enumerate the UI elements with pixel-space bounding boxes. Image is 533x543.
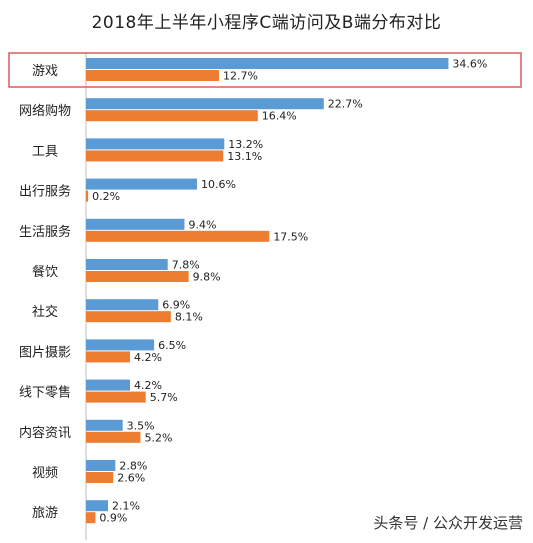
chart-title: 2018年上半年小程序C端访问及B端分布对比 <box>91 13 442 33</box>
data-label: 5.7% <box>150 391 178 404</box>
watermark: 头条号 / 公众开发运营 <box>373 514 523 532</box>
bar-series2 <box>86 351 130 363</box>
data-label: 2.1% <box>112 500 140 513</box>
data-label: 2.8% <box>119 460 147 473</box>
data-label: 34.6% <box>452 58 487 71</box>
bar-series1 <box>86 500 108 512</box>
category-label: 图片摄影 <box>19 345 71 360</box>
bar-series1 <box>86 58 449 69</box>
data-label: 9.4% <box>188 218 216 231</box>
data-label: 7.8% <box>172 259 200 272</box>
data-label: 16.4% <box>262 110 297 123</box>
bar-series1 <box>86 339 155 351</box>
bar-series1 <box>86 218 185 230</box>
data-label: 12.7% <box>223 70 258 83</box>
bar-series1 <box>86 178 198 190</box>
bar-series2 <box>86 431 141 443</box>
data-label: 9.8% <box>193 271 221 284</box>
data-label: 0.9% <box>99 512 127 525</box>
category-label: 线下零售 <box>19 385 71 401</box>
highlight-box <box>8 52 522 88</box>
bar-series1 <box>86 379 130 391</box>
category-label: 出行服务 <box>19 184 71 200</box>
data-label: 5.2% <box>144 431 172 444</box>
data-label: 3.5% <box>127 419 155 432</box>
data-label: 13.1% <box>227 150 262 163</box>
category-label: 旅游 <box>32 506 58 521</box>
data-label: 4.2% <box>134 351 162 364</box>
category-label: 社交 <box>32 304 58 320</box>
data-label: 13.2% <box>228 138 263 151</box>
bar-series2 <box>86 150 224 162</box>
bar-series2 <box>86 70 220 81</box>
bar-series2 <box>86 472 114 483</box>
data-label: 17.5% <box>273 230 308 243</box>
bar-series2 <box>86 391 146 403</box>
bar-series2 <box>86 271 189 282</box>
data-label: 0.2% <box>92 190 120 203</box>
bar-series2 <box>86 311 171 323</box>
data-label: 6.5% <box>158 339 186 352</box>
bar-series1 <box>86 299 159 311</box>
data-label: 2.6% <box>117 472 145 485</box>
data-label: 8.1% <box>175 311 203 324</box>
data-label: 4.2% <box>134 379 162 392</box>
category-label: 内容资讯 <box>19 425 71 441</box>
category-label: 工具 <box>32 144 58 159</box>
bar-series1 <box>86 419 123 431</box>
bar-series1 <box>86 98 324 110</box>
bar-series1 <box>86 138 225 150</box>
bar-series1 <box>86 460 116 471</box>
bar-series2 <box>86 230 270 242</box>
bar-series2 <box>86 512 96 524</box>
data-label: 22.7% <box>328 98 363 111</box>
bar-series2 <box>86 190 89 202</box>
bar-series1 <box>86 259 168 270</box>
data-label: 10.6% <box>201 178 236 191</box>
category-label: 餐饮 <box>32 264 58 280</box>
category-label: 网络购物 <box>19 103 71 119</box>
category-label: 视频 <box>32 466 58 481</box>
category-label: 生活服务 <box>19 224 71 240</box>
bar-series2 <box>86 110 258 122</box>
data-label: 6.9% <box>162 299 190 312</box>
category-label: 游戏 <box>32 64 58 79</box>
